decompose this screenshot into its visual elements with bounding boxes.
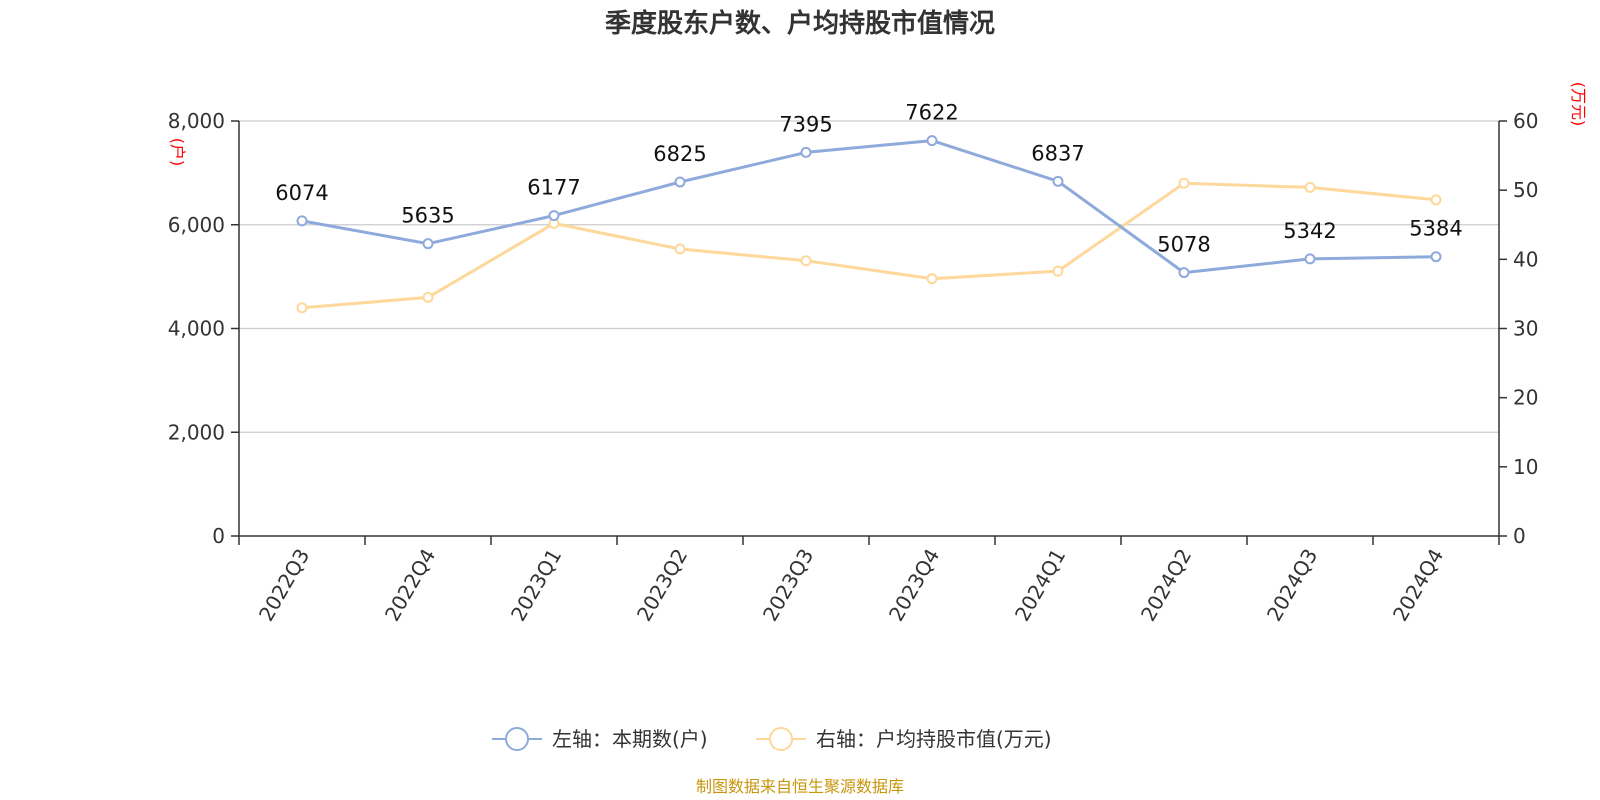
right-tick-label: 30 — [1513, 317, 1538, 341]
right-axis-unit: (万元) — [1569, 82, 1588, 127]
right-tick-label: 0 — [1513, 524, 1526, 548]
x-tick-label: 2023Q3 — [758, 545, 818, 626]
source-note: 制图数据来自恒生聚源数据库 — [696, 777, 904, 796]
data-point-left[interactable] — [800, 146, 812, 158]
data-point-right[interactable] — [1304, 181, 1316, 193]
right-tick-label: 40 — [1513, 247, 1538, 271]
legend-item-right-series[interactable]: 右轴：户均持股市值(万元) — [756, 727, 1052, 751]
legend-left-circle-icon — [505, 727, 529, 751]
data-point-right[interactable] — [1430, 194, 1442, 206]
right-tick-label: 60 — [1513, 109, 1538, 133]
left-tick-label: 2,000 — [168, 420, 225, 444]
data-label: 6837 — [1031, 141, 1084, 165]
legend-right-circle-icon — [769, 727, 793, 751]
left-tick-label: 6,000 — [168, 213, 225, 237]
legend-item-left-series[interactable]: 左轴：本期数(户) — [492, 727, 708, 751]
data-point-left[interactable] — [1178, 267, 1190, 279]
data-label: 5384 — [1409, 217, 1462, 241]
series-layer — [296, 135, 1442, 314]
right-tick-label: 10 — [1513, 455, 1538, 479]
series-line-left — [301, 139, 1437, 275]
chart-title: 季度股东户数、户均持股市值情况 — [605, 8, 995, 39]
data-label: 6825 — [653, 142, 706, 166]
x-tick-label: 2024Q4 — [1388, 545, 1448, 626]
data-label: 7395 — [779, 112, 832, 136]
data-label: 6177 — [527, 176, 580, 200]
x-tick-label: 2023Q1 — [506, 545, 566, 626]
x-tick-label: 2024Q2 — [1136, 545, 1196, 626]
data-point-left[interactable] — [548, 210, 560, 222]
legend-right-label: 右轴：户均持股市值(万元) — [816, 727, 1052, 751]
data-point-right[interactable] — [800, 255, 812, 267]
data-point-left[interactable] — [674, 176, 686, 188]
data-point-left[interactable] — [422, 238, 434, 250]
x-tick-label: 2023Q4 — [884, 545, 944, 626]
grid-lines — [239, 120, 1499, 433]
data-label: 5078 — [1157, 233, 1210, 257]
data-point-right[interactable] — [1052, 265, 1064, 277]
data-point-left[interactable] — [1052, 175, 1064, 187]
legend[interactable]: 左轴：本期数(户) 右轴：户均持股市值(万元) — [492, 727, 1052, 751]
left-axis-unit: (户) — [168, 138, 187, 167]
x-tick-label: 2022Q4 — [380, 545, 440, 626]
x-tick-label: 2024Q1 — [1010, 545, 1070, 626]
data-label: 6074 — [275, 181, 328, 205]
right-tick-label: 20 — [1513, 386, 1538, 410]
data-point-right[interactable] — [1178, 177, 1190, 189]
data-point-left[interactable] — [296, 215, 308, 227]
data-label: 5342 — [1283, 219, 1336, 243]
data-label: 7622 — [905, 101, 958, 125]
data-point-right[interactable] — [422, 291, 434, 303]
left-tick-label: 0 — [212, 524, 225, 548]
left-axis: 0 2,000 4,000 6,000 8,000 — [168, 109, 240, 548]
right-axis: 0 10 20 30 40 50 60 — [1498, 109, 1538, 548]
data-labels: 6074 5635 6177 6825 7395 7622 6837 5078 5342 5384 — [275, 101, 1462, 257]
x-tick-label: 2022Q3 — [254, 545, 314, 626]
left-tick-label: 4,000 — [168, 317, 225, 341]
x-tick-label: 2024Q3 — [1262, 545, 1322, 626]
left-tick-label: 8,000 — [168, 109, 225, 133]
x-tick-label: 2023Q2 — [632, 545, 692, 626]
data-point-left[interactable] — [926, 135, 938, 147]
data-point-right[interactable] — [674, 243, 686, 255]
series-line-right — [301, 181, 1437, 310]
data-point-right[interactable] — [296, 302, 308, 314]
data-point-right[interactable] — [926, 273, 938, 285]
right-tick-label: 50 — [1513, 178, 1538, 202]
data-point-left[interactable] — [1430, 251, 1442, 263]
legend-left-label: 左轴：本期数(户) — [552, 727, 708, 751]
x-axis: 2022Q3 2022Q4 2023Q1 2023Q2 2023Q3 2023Q4 2024… — [238, 535, 1500, 626]
data-point-left[interactable] — [1304, 253, 1316, 265]
data-label: 5635 — [401, 204, 454, 228]
